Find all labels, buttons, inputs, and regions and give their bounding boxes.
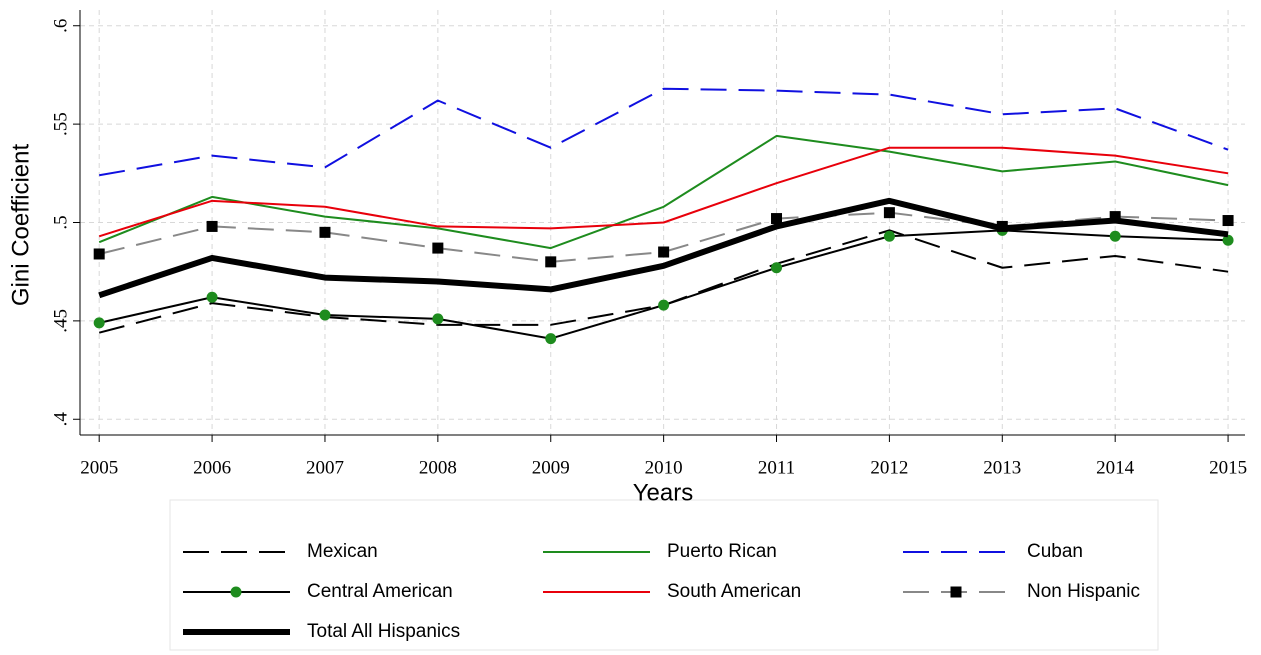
marker	[1109, 230, 1121, 242]
series-line	[99, 87, 1229, 177]
y-tick-label: .6	[50, 19, 71, 33]
marker	[206, 291, 218, 303]
x-tick-label: 2015	[1209, 457, 1247, 478]
marker	[771, 213, 783, 225]
x-tick-label: 2010	[645, 457, 683, 478]
y-tick-label: .5	[50, 215, 71, 229]
series-line	[98, 134, 1229, 250]
marker	[658, 246, 670, 258]
marker	[1222, 234, 1234, 246]
marker	[206, 220, 218, 232]
legend-box	[169, 499, 1159, 651]
marker	[1109, 211, 1121, 223]
series-line	[98, 146, 1229, 238]
x-axis-title: Years	[633, 479, 694, 506]
marker	[658, 299, 670, 311]
x-tick-label: 2007	[306, 457, 344, 478]
x-tick-label: 2006	[193, 457, 231, 478]
legend-label: Non Hispanic	[1027, 581, 1140, 602]
marker	[93, 248, 105, 260]
marker	[883, 230, 895, 242]
marker	[432, 313, 444, 325]
marker	[883, 207, 895, 219]
legend-label: South American	[667, 581, 801, 602]
marker	[319, 226, 331, 238]
y-axis-title: Gini Coefficient	[7, 144, 34, 307]
x-tick-label: 2008	[419, 457, 457, 478]
x-tick-label: 2012	[870, 457, 908, 478]
marker	[545, 256, 557, 268]
marker	[950, 586, 962, 598]
legend-label: Cuban	[1027, 541, 1083, 562]
x-tick-label: 2013	[983, 457, 1021, 478]
marker	[432, 242, 444, 254]
marker	[1222, 215, 1234, 227]
marker	[319, 309, 331, 321]
y-tick-label: .45	[50, 309, 71, 333]
marker	[93, 317, 105, 329]
x-tick-label: 2011	[758, 457, 795, 478]
series-line	[98, 197, 1229, 299]
x-tick-label: 2005	[80, 457, 118, 478]
marker	[545, 333, 557, 345]
marker	[230, 586, 242, 598]
y-tick-label: .4	[50, 412, 71, 427]
legend-label: Puerto Rican	[667, 541, 777, 562]
x-tick-label: 2009	[532, 457, 570, 478]
legend-label: Total All Hispanics	[307, 621, 460, 642]
legend-label: Mexican	[307, 541, 378, 562]
marker	[771, 262, 783, 274]
legend-label: Central American	[307, 581, 453, 602]
x-tick-label: 2014	[1096, 457, 1135, 478]
y-tick-label: .55	[50, 112, 71, 136]
